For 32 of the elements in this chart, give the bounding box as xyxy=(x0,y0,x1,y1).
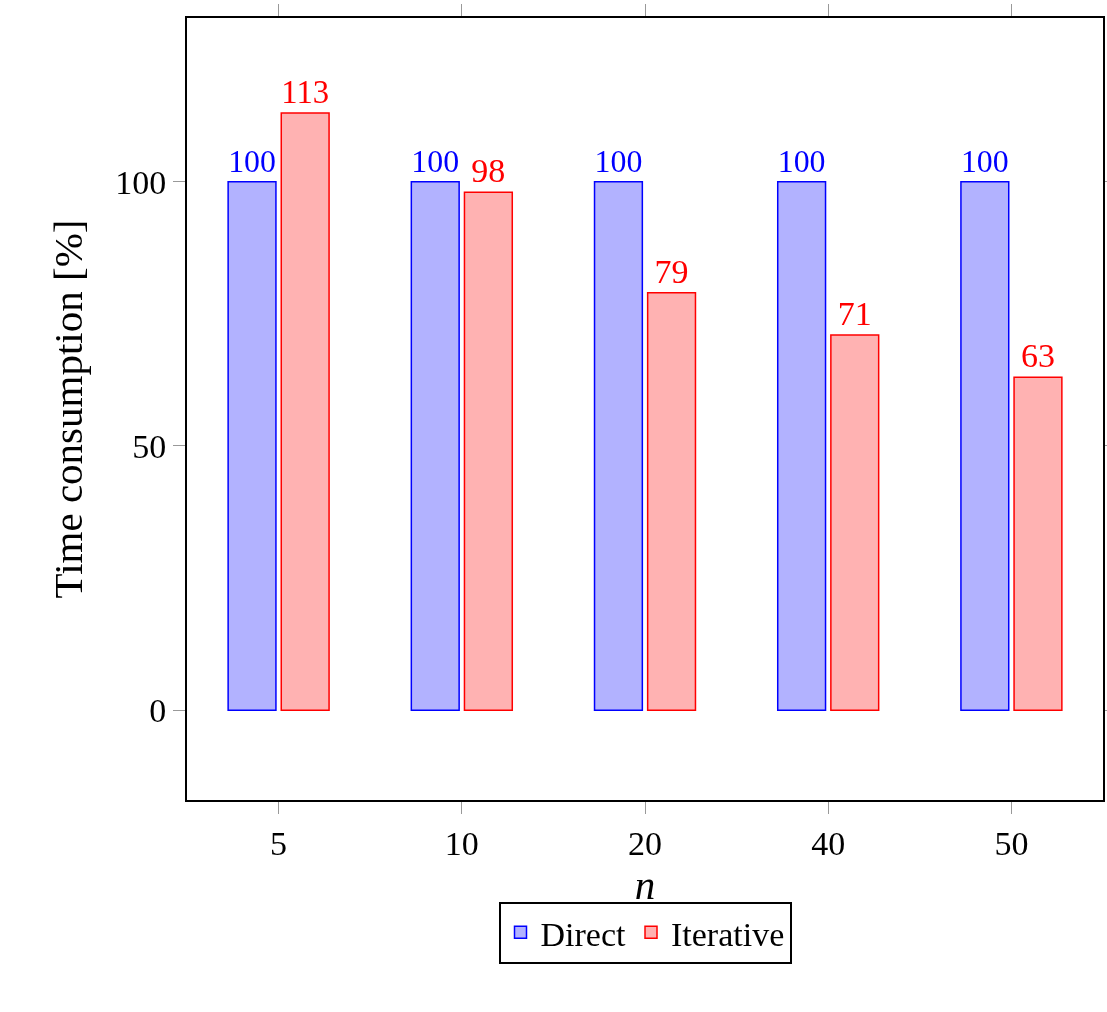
x-tick-label: 50 xyxy=(994,824,1029,862)
data-label: 98 xyxy=(471,152,506,190)
x-tick-label: 5 xyxy=(270,824,288,862)
bar xyxy=(227,181,277,711)
y-tick-label: 50 xyxy=(132,427,167,465)
y-axis-title: Time consumption [%] xyxy=(44,219,91,599)
data-label: 113 xyxy=(281,74,330,111)
data-label: 71 xyxy=(837,295,872,333)
x-tick-label: 40 xyxy=(811,824,846,862)
bar xyxy=(280,112,330,711)
bar xyxy=(646,292,697,711)
bar xyxy=(463,191,514,711)
y-tick-label: 100 xyxy=(115,163,167,201)
data-label: 100 xyxy=(411,144,460,180)
legend-label: Direct xyxy=(540,915,626,953)
data-label: 100 xyxy=(777,144,826,180)
bar xyxy=(593,181,644,711)
x-tick-label: 20 xyxy=(628,824,662,862)
y-tick-label: 0 xyxy=(149,692,167,730)
data-label: 100 xyxy=(594,144,643,180)
legend-label: Iterative xyxy=(671,915,785,953)
bar xyxy=(960,181,1010,711)
data-label: 100 xyxy=(960,144,1009,180)
data-label: 79 xyxy=(654,252,689,290)
x-axis-title: n xyxy=(634,862,656,909)
data-label: 63 xyxy=(1020,337,1055,375)
bar xyxy=(1013,376,1063,711)
bar xyxy=(410,181,460,711)
data-label: 100 xyxy=(228,144,276,180)
x-tick-label: 10 xyxy=(444,824,479,862)
bar xyxy=(776,181,827,711)
bar xyxy=(830,334,880,711)
